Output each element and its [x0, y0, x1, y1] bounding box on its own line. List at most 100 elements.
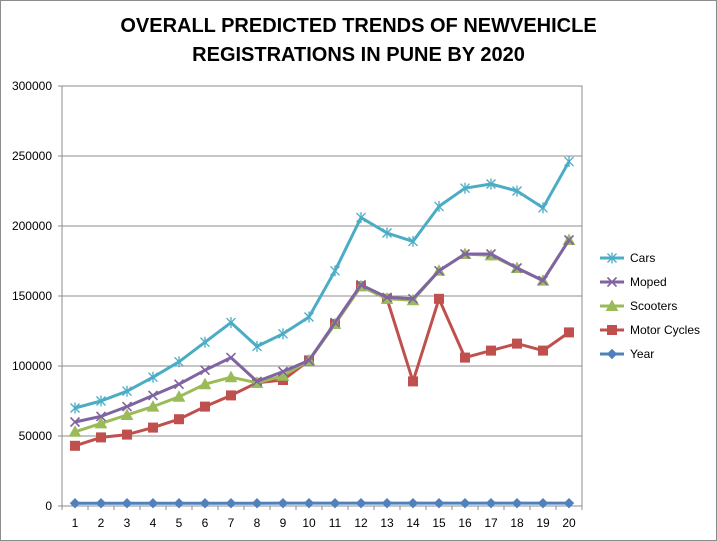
data-point-scooters [146, 400, 160, 412]
x-tick-label: 10 [302, 516, 316, 530]
legend-label-motor-cycles: Motor Cycles [630, 323, 700, 337]
data-point-moped [329, 317, 341, 328]
data-point-motor-cycles [70, 440, 80, 451]
data-point-moped [355, 279, 367, 290]
data-point-scooters [224, 370, 238, 383]
data-point-scooters [172, 390, 186, 402]
legend-label-moped: Moped [630, 275, 667, 289]
data-point-moped [459, 248, 471, 260]
data-point-scooters [198, 377, 212, 390]
data-point-moped [381, 292, 393, 303]
data-point-moped [95, 411, 107, 422]
y-tick-label: 150000 [12, 289, 52, 303]
legend-label-year: Year [630, 347, 654, 361]
legend-marker-motor-cycles [607, 325, 617, 335]
data-point-scooters [68, 425, 82, 437]
legend-marker-year [606, 348, 618, 360]
data-point-moped [433, 265, 445, 276]
data-point-moped [511, 262, 523, 274]
legend-item-motor-cycles: Motor Cycles [600, 323, 700, 337]
data-point-year [121, 497, 133, 509]
data-point-motor-cycles [538, 345, 548, 356]
data-point-moped [199, 365, 211, 376]
series-scooters [68, 233, 576, 437]
x-tick-label: 20 [562, 516, 576, 530]
data-point-year [407, 497, 419, 509]
data-point-moped [147, 390, 159, 401]
series-line-moped [74, 239, 571, 424]
data-point-year [95, 497, 107, 509]
x-tick-label: 17 [484, 516, 498, 530]
x-tick-label: 2 [98, 516, 105, 530]
x-tick-label: 1 [72, 516, 79, 530]
data-point-moped [251, 376, 263, 387]
x-tick-label: 15 [432, 516, 446, 530]
y-tick-label: 300000 [12, 79, 52, 93]
data-point-year [147, 497, 159, 509]
data-point-moped [485, 248, 497, 260]
x-tick-label: 18 [510, 516, 524, 530]
chart-title-line-2: REGISTRATIONS IN PUNE BY 2020 [192, 44, 525, 66]
data-point-year [199, 497, 211, 509]
data-point-moped [173, 379, 185, 390]
chart-title-line-1: OVERALL PREDICTED TRENDS OF NEWVEHICLE [120, 15, 597, 37]
data-point-motor-cycles [460, 352, 470, 363]
data-point-motor-cycles [434, 293, 444, 304]
y-tick-label: 200000 [12, 219, 52, 233]
x-tick-label: 9 [280, 516, 287, 530]
data-point-year [563, 497, 575, 509]
x-tick-label: 16 [458, 516, 472, 530]
data-point-scooters [120, 408, 134, 420]
data-point-year [433, 497, 445, 509]
data-point-motor-cycles [226, 390, 236, 401]
data-point-motor-cycles [122, 429, 132, 440]
data-point-scooters [94, 416, 108, 429]
data-point-year [251, 497, 263, 509]
data-point-moped [69, 416, 81, 428]
data-point-year [459, 497, 471, 509]
x-tick-label: 13 [380, 516, 394, 530]
series-cars [70, 156, 574, 414]
x-tick-label: 5 [176, 516, 183, 530]
data-point-moped [407, 293, 419, 304]
series-year [69, 497, 575, 509]
data-point-moped [121, 401, 133, 412]
legend-label-scooters: Scooters [630, 299, 677, 313]
data-point-year [303, 497, 315, 509]
data-point-year [485, 497, 497, 509]
y-tick-label: 250000 [12, 149, 52, 163]
legend-item-cars: Cars [600, 251, 655, 265]
data-point-motor-cycles [96, 432, 106, 443]
x-tick-label: 6 [202, 516, 209, 530]
y-tick-label: 50000 [19, 429, 53, 443]
x-tick-label: 8 [254, 516, 261, 530]
data-point-year [69, 497, 81, 509]
legend-item-year: Year [600, 347, 654, 361]
data-point-year [355, 497, 367, 509]
x-tick-label: 19 [536, 516, 550, 530]
x-tick-label: 11 [329, 516, 342, 530]
data-point-motor-cycles [512, 338, 522, 349]
data-point-motor-cycles [148, 422, 158, 433]
x-tick-label: 12 [354, 516, 368, 530]
data-point-moped [563, 234, 575, 246]
data-point-moped [277, 366, 289, 377]
data-point-motor-cycles [564, 327, 574, 338]
data-point-moped [225, 352, 237, 363]
data-point-year [511, 497, 523, 509]
data-point-year [225, 497, 237, 509]
legend-item-moped: Moped [600, 275, 667, 289]
data-point-year [537, 497, 549, 509]
data-point-year [329, 497, 341, 509]
legend-marker-moped [606, 276, 618, 288]
legend: Cars Moped Scooters Motor Cycles Year [600, 251, 700, 361]
x-tick-label: 7 [228, 516, 235, 530]
data-point-motor-cycles [174, 414, 184, 425]
y-tick-label: 0 [45, 499, 52, 513]
data-point-motor-cycles [200, 401, 210, 412]
legend-label-cars: Cars [630, 251, 655, 265]
series-moped [69, 234, 575, 428]
series-line-cars [74, 160, 571, 410]
y-tick-label: 100000 [12, 359, 52, 373]
